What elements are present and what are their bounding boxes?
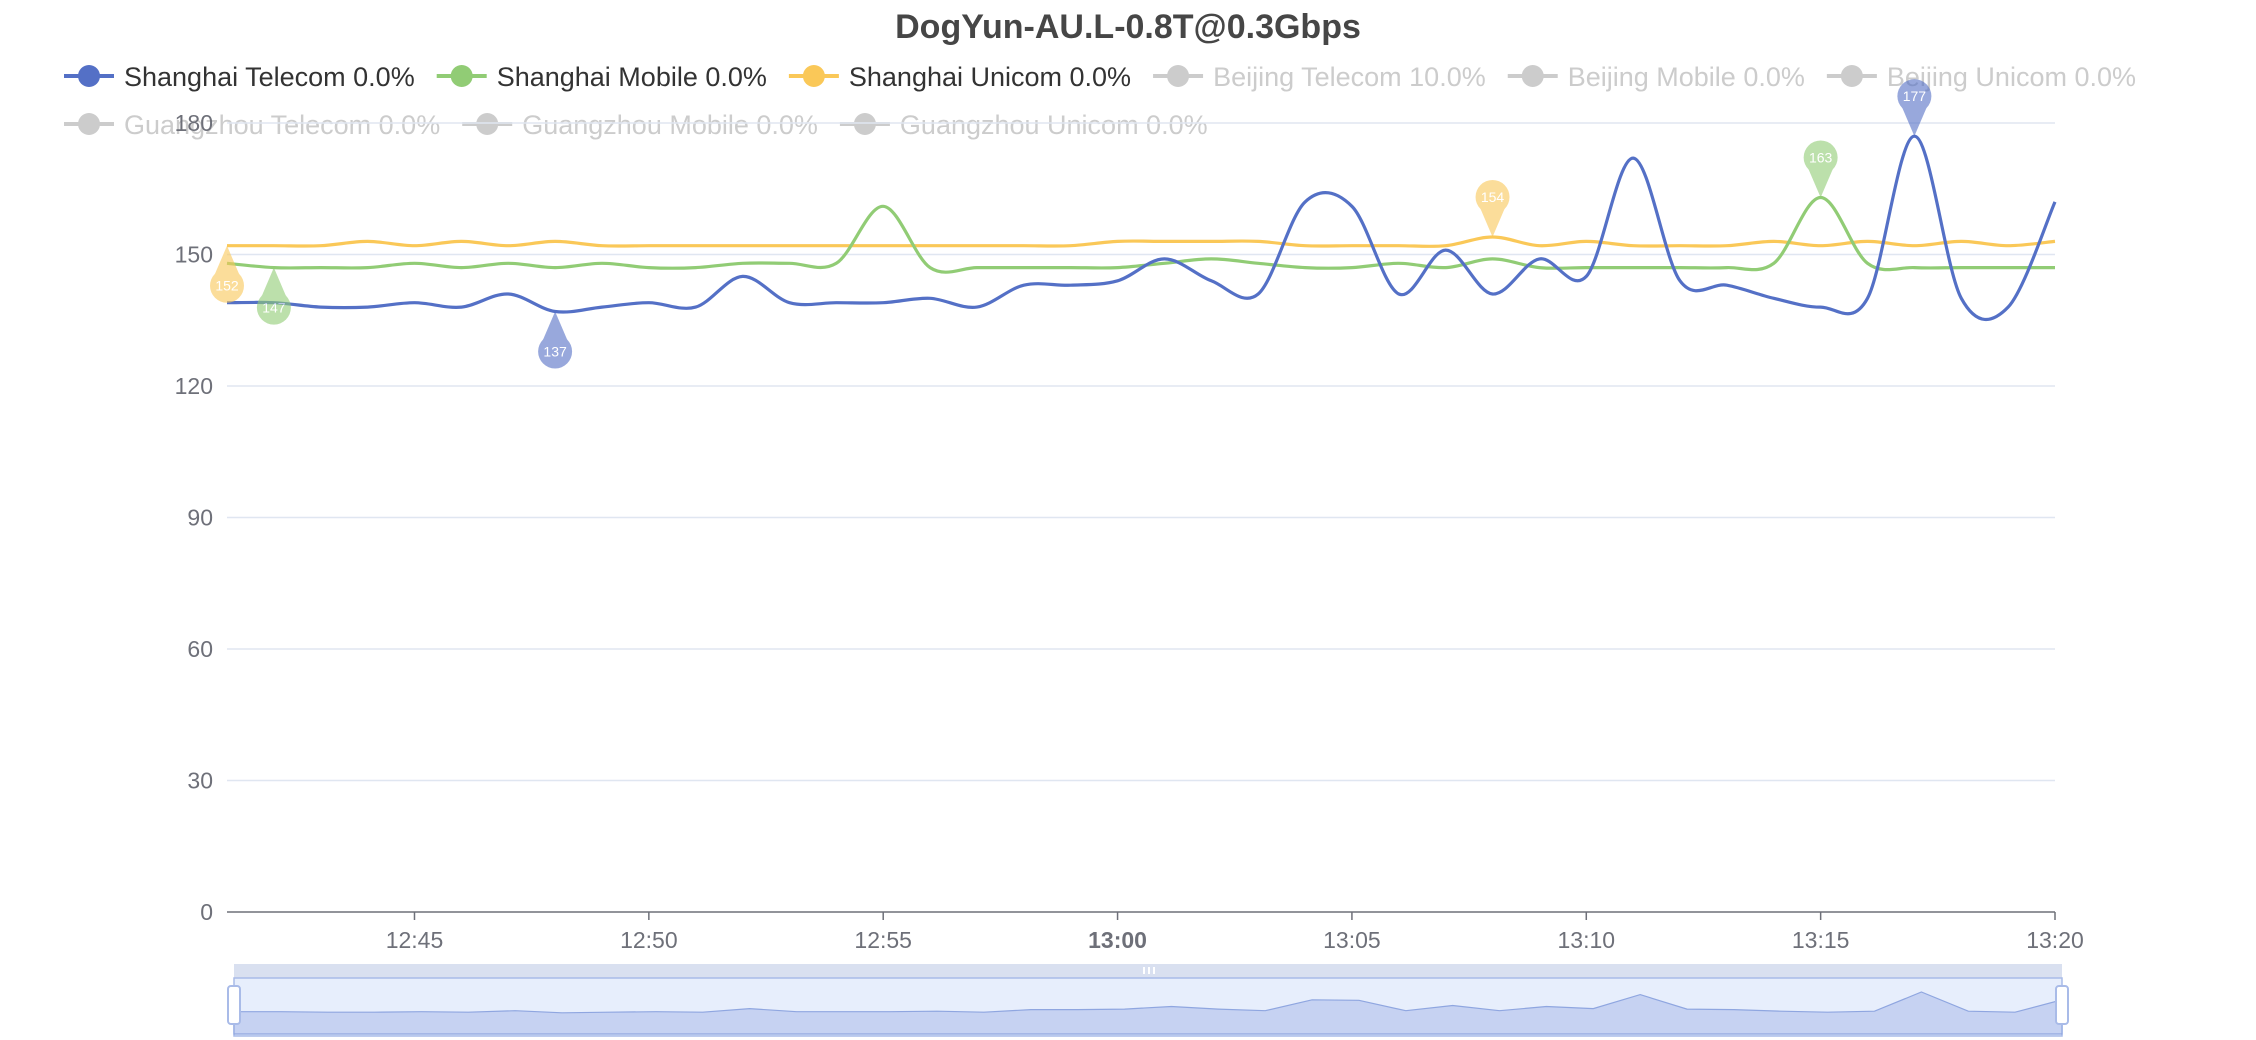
y-axis: 0 30 60 90 120 150 180 <box>175 110 213 925</box>
marker-value-label: 137 <box>543 343 567 359</box>
data-zoom-slider[interactable] <box>227 964 2069 1037</box>
marker-value-label: 163 <box>1809 150 1833 166</box>
zoom-handle-right[interactable] <box>2055 985 2069 1025</box>
x-tick-label: 13:10 <box>1558 927 1616 953</box>
legend-circle-icon <box>1521 65 1544 87</box>
legend-label: Shanghai Telecom 0.0% <box>124 62 415 92</box>
x-tick-label: 13:05 <box>1323 927 1381 953</box>
legend-circle-icon <box>853 113 876 135</box>
series-line-shanghai-telecom[interactable] <box>226 134 2057 322</box>
legend-label: Beijing Mobile 0.0% <box>1568 62 1805 92</box>
legend-item[interactable]: Shanghai Mobile 0.0% <box>436 62 767 92</box>
legend-circle-icon <box>1167 65 1190 87</box>
legend-label: Guangzhou Telecom 0.0% <box>124 110 440 140</box>
legend-item[interactable]: Beijing Unicom 0.0% <box>1826 62 2136 92</box>
y-tick-label: 60 <box>187 636 213 662</box>
marker-pin-max: 154 <box>1475 179 1510 237</box>
zoom-preview-area <box>233 991 2063 1035</box>
zoom-grip-icon <box>1148 967 1150 974</box>
legend-item[interactable]: Shanghai Telecom 0.0% <box>64 62 415 92</box>
legend-label: Shanghai Unicom 0.0% <box>849 62 1131 92</box>
zoom-handle-left[interactable] <box>227 985 241 1025</box>
legend-label: Shanghai Mobile 0.0% <box>497 62 767 92</box>
zoom-grip-icon <box>1143 967 1145 974</box>
x-tick-label: 13:20 <box>2026 927 2084 953</box>
x-tick-label: 12:50 <box>620 927 678 953</box>
series-lines <box>226 134 2057 322</box>
legend-circle-icon <box>476 113 499 135</box>
legend-label: Guangzhou Mobile 0.0% <box>522 110 818 140</box>
y-tick-label: 120 <box>175 373 213 399</box>
marker-pin-min: 152 <box>210 245 244 303</box>
marker-value-label: 147 <box>262 300 286 316</box>
series-line-shanghai-mobile[interactable] <box>226 195 2055 274</box>
y-tick-label: 90 <box>187 505 213 531</box>
x-tick-label: 12:55 <box>854 927 912 953</box>
marker-pin-min: 147 <box>256 267 291 325</box>
legend-item[interactable]: Shanghai Unicom 0.0% <box>788 62 1131 92</box>
legend: Shanghai Telecom 0.0% Shanghai Mobile 0.0… <box>64 62 2136 140</box>
marker-pin-max: 163 <box>1803 140 1838 198</box>
marker-value-label: 154 <box>1481 189 1505 205</box>
legend-item[interactable]: Guangzhou Mobile 0.0% <box>462 110 818 140</box>
x-axis: 12:45 12:50 12:55 13:00 13:05 13:10 13:15 13:20 <box>227 911 2084 953</box>
marker-pin-min: 137 <box>538 311 573 369</box>
legend-circle-icon <box>1840 65 1863 87</box>
grid-lines <box>227 122 2055 782</box>
marker-pins: 137 177 147 163 152 154 <box>210 79 1932 369</box>
y-tick-label: 150 <box>175 242 213 268</box>
chart-title: DogYun-AU.L-0.8T@0.3Gbps <box>895 8 1361 46</box>
legend-circle-icon <box>78 65 100 87</box>
x-tick-label: 12:45 <box>386 927 444 953</box>
legend-label: Guangzhou Unicom 0.0% <box>900 110 1208 140</box>
x-tick-label: 13:00 <box>1088 927 1147 953</box>
legend-item[interactable]: Beijing Mobile 0.0% <box>1507 62 1805 92</box>
marker-value-label: 177 <box>1903 88 1927 104</box>
legend-circle-icon <box>450 65 473 87</box>
legend-label: Beijing Telecom 10.0% <box>1213 62 1486 92</box>
legend-item[interactable]: Guangzhou Unicom 0.0% <box>839 110 1208 140</box>
legend-item[interactable]: Beijing Telecom 10.0% <box>1153 62 1486 92</box>
y-tick-label: 0 <box>200 899 213 925</box>
y-tick-label: 180 <box>175 110 213 136</box>
x-tick-label: 13:15 <box>1792 927 1850 953</box>
legend-item[interactable]: Guangzhou Telecom 0.0% <box>64 110 440 140</box>
legend-circle-icon <box>78 113 100 135</box>
y-tick-label: 30 <box>187 768 213 794</box>
legend-circle-icon <box>802 65 825 87</box>
marker-pin-max: 177 <box>1897 79 1932 137</box>
series-line-shanghai-unicom[interactable] <box>226 235 2056 248</box>
marker-value-label: 152 <box>215 278 239 294</box>
zoom-grip-icon <box>1153 967 1155 974</box>
